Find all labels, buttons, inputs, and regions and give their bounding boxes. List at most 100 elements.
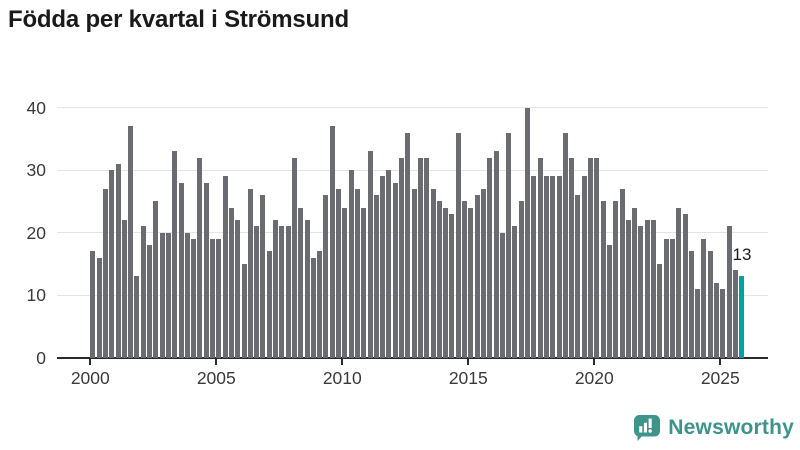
bar (380, 176, 386, 358)
bar (518, 201, 524, 358)
gridline (57, 169, 768, 171)
bar (266, 251, 272, 358)
bar (399, 157, 405, 358)
x-axis-tick-label: 2020 (574, 367, 614, 388)
gridline (57, 107, 768, 108)
bar (90, 251, 96, 358)
bar (562, 132, 568, 358)
bar (531, 176, 537, 358)
bar (197, 157, 203, 358)
bar (651, 220, 657, 358)
bar (487, 157, 493, 358)
bar (707, 251, 713, 358)
bar (254, 226, 260, 358)
bar (449, 213, 455, 358)
bar (102, 188, 108, 358)
bar (203, 182, 209, 358)
bar (632, 207, 638, 358)
bar (273, 220, 279, 358)
bar (480, 188, 486, 358)
x-axis-tick-label: 2010 (322, 367, 362, 388)
bar (581, 176, 587, 358)
bar (386, 170, 392, 358)
bar (279, 226, 285, 358)
bar (436, 201, 442, 358)
bar (367, 151, 373, 358)
bar (474, 195, 480, 358)
bar (613, 201, 619, 358)
bar (732, 270, 738, 358)
y-axis-tick-label: 10 (26, 285, 46, 305)
bar (323, 195, 329, 358)
x-axis-tick-label: 2000 (70, 367, 110, 388)
bar (430, 188, 436, 358)
bar (298, 207, 304, 358)
bar (644, 220, 650, 358)
bar (210, 238, 216, 358)
bar (134, 276, 140, 358)
bar (468, 207, 474, 358)
newsworthy-logo-icon (633, 414, 661, 442)
y-axis-tick-label: 0 (36, 347, 46, 368)
bar (304, 220, 310, 358)
bar (594, 157, 600, 358)
x-axis-tick-label: 2005 (196, 367, 236, 388)
bar (676, 207, 682, 358)
bar (342, 207, 348, 358)
bar (499, 232, 505, 358)
chart-title: Födda per kvartal i Strömsund (8, 6, 349, 33)
bar (373, 195, 379, 358)
bar (121, 220, 127, 358)
x-axis-tick-mark (467, 359, 470, 365)
x-axis-tick-label: 2025 (700, 367, 740, 388)
x-axis-line (57, 356, 768, 359)
y-axis-tick-label: 30 (26, 160, 46, 180)
bar (506, 132, 512, 358)
bar (424, 157, 430, 358)
bar (228, 207, 234, 358)
bar (512, 226, 518, 358)
bar (140, 226, 146, 358)
bar (619, 188, 625, 358)
bar (606, 245, 612, 358)
bar (354, 188, 360, 358)
y-axis-tick-label: 20 (26, 222, 46, 243)
bar (657, 263, 663, 358)
bar (184, 232, 190, 358)
bar (600, 201, 606, 358)
bar (726, 226, 732, 358)
bar (153, 201, 159, 358)
bar (361, 207, 367, 358)
bar (663, 238, 669, 358)
bar (688, 251, 694, 358)
bar (115, 163, 121, 358)
bar (291, 157, 297, 358)
bar (336, 188, 342, 358)
bar (235, 220, 241, 358)
bar (128, 126, 134, 358)
bar (222, 176, 228, 358)
bar (241, 263, 247, 358)
bar (147, 245, 153, 358)
x-axis-tick-mark (593, 359, 596, 365)
bar (417, 157, 423, 358)
bar (348, 170, 354, 358)
bar (329, 126, 335, 358)
bar (588, 157, 594, 358)
bar (443, 207, 449, 358)
bar (165, 232, 171, 358)
newsworthy-logo-text: Newsworthy (668, 416, 794, 439)
bar (701, 238, 707, 358)
bar (575, 195, 581, 358)
bar (411, 188, 417, 358)
bar (569, 157, 575, 358)
newsworthy-branding: Newsworthy (633, 414, 794, 442)
bar (493, 151, 499, 358)
bar (556, 176, 562, 358)
bar (96, 257, 102, 358)
bar (172, 151, 178, 358)
y-axis-tick-label: 40 (26, 97, 46, 118)
x-axis-tick-label: 2015 (448, 367, 488, 388)
